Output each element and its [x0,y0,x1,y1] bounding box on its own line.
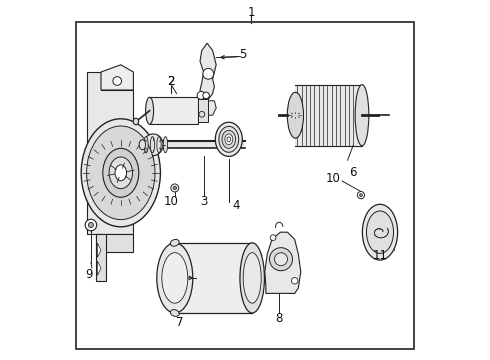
Text: 7: 7 [176,316,184,329]
Ellipse shape [162,253,188,303]
Ellipse shape [222,130,236,148]
Text: 2: 2 [168,75,175,87]
Polygon shape [98,261,101,275]
Text: 11: 11 [372,249,388,262]
Ellipse shape [225,134,233,145]
Ellipse shape [115,165,126,181]
Ellipse shape [146,97,153,124]
Ellipse shape [363,204,398,260]
Text: 8: 8 [275,312,283,325]
Circle shape [203,92,209,99]
Circle shape [85,219,97,231]
Bar [175,243,252,313]
Bar [144,141,245,148]
Ellipse shape [157,243,193,313]
Ellipse shape [81,119,160,227]
Bar [149,97,198,124]
Text: 5: 5 [240,48,247,61]
Polygon shape [200,43,216,101]
Polygon shape [96,234,106,281]
Circle shape [113,77,122,85]
Ellipse shape [109,157,132,189]
Circle shape [274,253,288,266]
Bar [198,99,208,122]
Text: 10: 10 [326,172,341,185]
Ellipse shape [87,126,155,220]
Ellipse shape [139,140,146,150]
Ellipse shape [144,137,148,153]
Ellipse shape [355,85,369,146]
Ellipse shape [143,134,163,156]
Ellipse shape [103,148,139,197]
Circle shape [270,235,276,240]
Polygon shape [201,101,216,115]
Polygon shape [98,243,101,257]
Circle shape [199,112,205,117]
Ellipse shape [367,211,393,253]
Circle shape [360,194,363,197]
Ellipse shape [157,137,161,153]
Polygon shape [96,234,133,252]
Ellipse shape [227,137,231,142]
Circle shape [173,186,176,190]
Ellipse shape [133,118,139,125]
Ellipse shape [171,310,179,316]
Text: 10: 10 [164,195,179,208]
Polygon shape [101,65,133,90]
Circle shape [197,91,205,99]
Polygon shape [87,72,133,234]
Ellipse shape [163,137,168,153]
Text: 2: 2 [168,75,175,87]
Polygon shape [265,232,301,293]
Circle shape [292,278,298,284]
Circle shape [171,184,179,192]
Ellipse shape [240,243,265,313]
Text: 4: 4 [232,199,240,212]
Ellipse shape [287,92,303,138]
Text: 9: 9 [86,268,93,281]
Circle shape [203,68,214,79]
Circle shape [270,248,293,271]
Ellipse shape [171,239,179,246]
Text: 3: 3 [200,195,207,208]
Ellipse shape [243,253,261,303]
Ellipse shape [215,122,242,157]
Ellipse shape [219,126,239,152]
Circle shape [88,222,94,228]
Text: 1: 1 [248,6,255,19]
Ellipse shape [150,137,155,153]
Circle shape [357,192,365,199]
Bar [295,85,358,146]
Text: 6: 6 [349,166,357,179]
